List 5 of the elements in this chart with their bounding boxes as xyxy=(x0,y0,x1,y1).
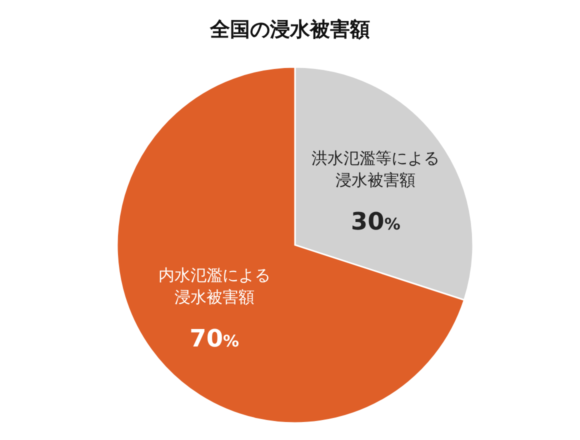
slice-label: 洪水氾濫等による浸水被害額 xyxy=(312,148,440,190)
chart-title: 全国の浸水被害額 xyxy=(209,17,370,41)
data-label: 30% xyxy=(350,207,400,236)
data-label: 70% xyxy=(190,324,240,353)
slice-label: 内水氾濫による浸水被害額 xyxy=(158,266,270,307)
